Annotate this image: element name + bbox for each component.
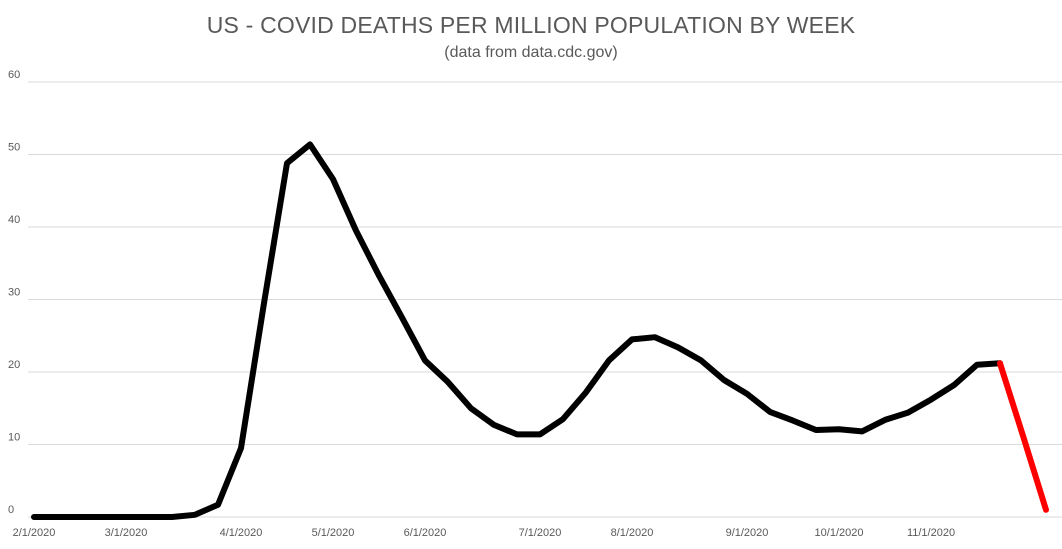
y-tick-label: 60	[8, 69, 20, 81]
y-tick-label: 50	[8, 142, 20, 154]
gridlines	[28, 81, 1062, 518]
x-tick-label: 3/1/2020	[105, 527, 148, 539]
x-tick-label: 6/1/2020	[404, 527, 447, 539]
chart-subtitle: (data from data.cdc.gov)	[444, 44, 618, 61]
x-tick-label: 5/1/2020	[312, 527, 355, 539]
y-tick-label: 30	[8, 287, 20, 299]
series-line-1	[997, 360, 1049, 513]
x-tick-label: 4/1/2020	[220, 527, 263, 539]
x-tick-label: 8/1/2020	[611, 527, 654, 539]
y-axis-ticks: 0 10 20 30 40 50 60	[8, 69, 20, 516]
y-tick-label: 0	[8, 504, 14, 516]
y-tick-label: 10	[8, 432, 20, 444]
x-tick-label: 2/1/2020	[13, 527, 56, 539]
x-tick-label: 10/1/2020	[815, 527, 864, 539]
x-tick-label: 9/1/2020	[726, 527, 769, 539]
x-tick-label: 11/1/2020	[907, 527, 955, 539]
series-line-0	[31, 141, 1003, 520]
y-tick-label: 40	[8, 214, 20, 226]
x-axis-ticks: 2/1/2020 3/1/2020 4/1/2020 5/1/2020 6/1/2020…	[13, 527, 955, 539]
x-tick-label: 7/1/2020	[519, 527, 562, 539]
y-tick-label: 20	[8, 359, 20, 371]
series-lines	[31, 141, 1049, 520]
chart-title: US - COVID DEATHS PER MILLION POPULATION…	[206, 12, 856, 38]
